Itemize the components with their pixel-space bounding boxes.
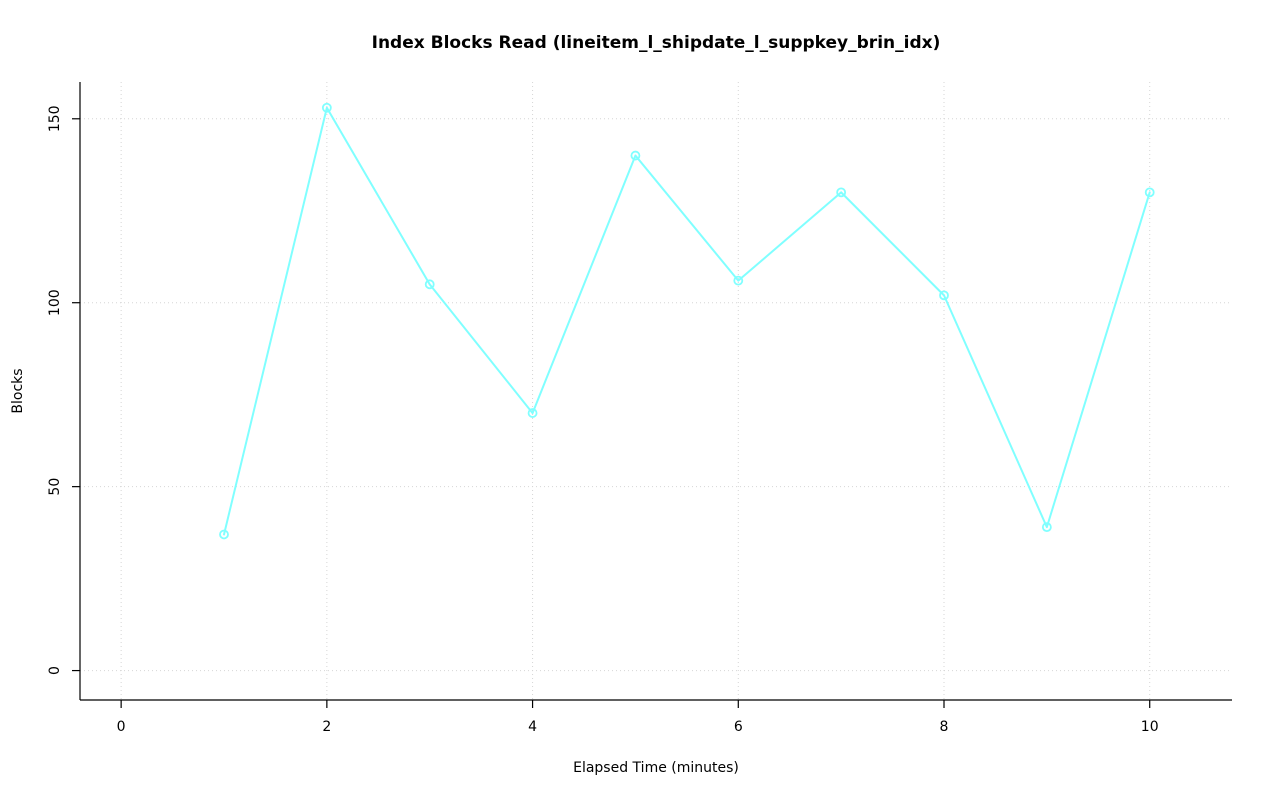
data-point-marker [321,102,332,113]
data-point-marker [836,187,847,198]
data-line [223,106,1151,536]
x-axis-label: Elapsed Time (minutes) [573,760,739,776]
x-tick-label: 4 [528,719,537,735]
data-point-marker [733,275,744,286]
x-tick-label: 0 [117,719,126,735]
data-point-marker [527,408,538,418]
data-point-marker [939,290,949,301]
chart-title: Index Blocks Read (lineitem_l_shipdate_l… [371,33,941,53]
y-tick-label: 50 [47,478,63,496]
y-tick-label: 0 [47,666,63,675]
x-tick-label: 2 [322,719,331,735]
y-tick-label: 100 [47,289,63,316]
data-point-marker [1144,187,1155,198]
y-axis-label: Blocks [10,368,26,413]
x-tick-label: 10 [1141,719,1159,735]
data-point-marker [1041,522,1052,533]
data-point-marker [630,150,641,161]
x-tick-label: 8 [940,719,949,735]
data-point-marker [424,279,435,290]
y-tick-label: 150 [47,105,63,132]
x-tick-label: 6 [734,719,743,735]
data-point-marker [219,529,229,540]
